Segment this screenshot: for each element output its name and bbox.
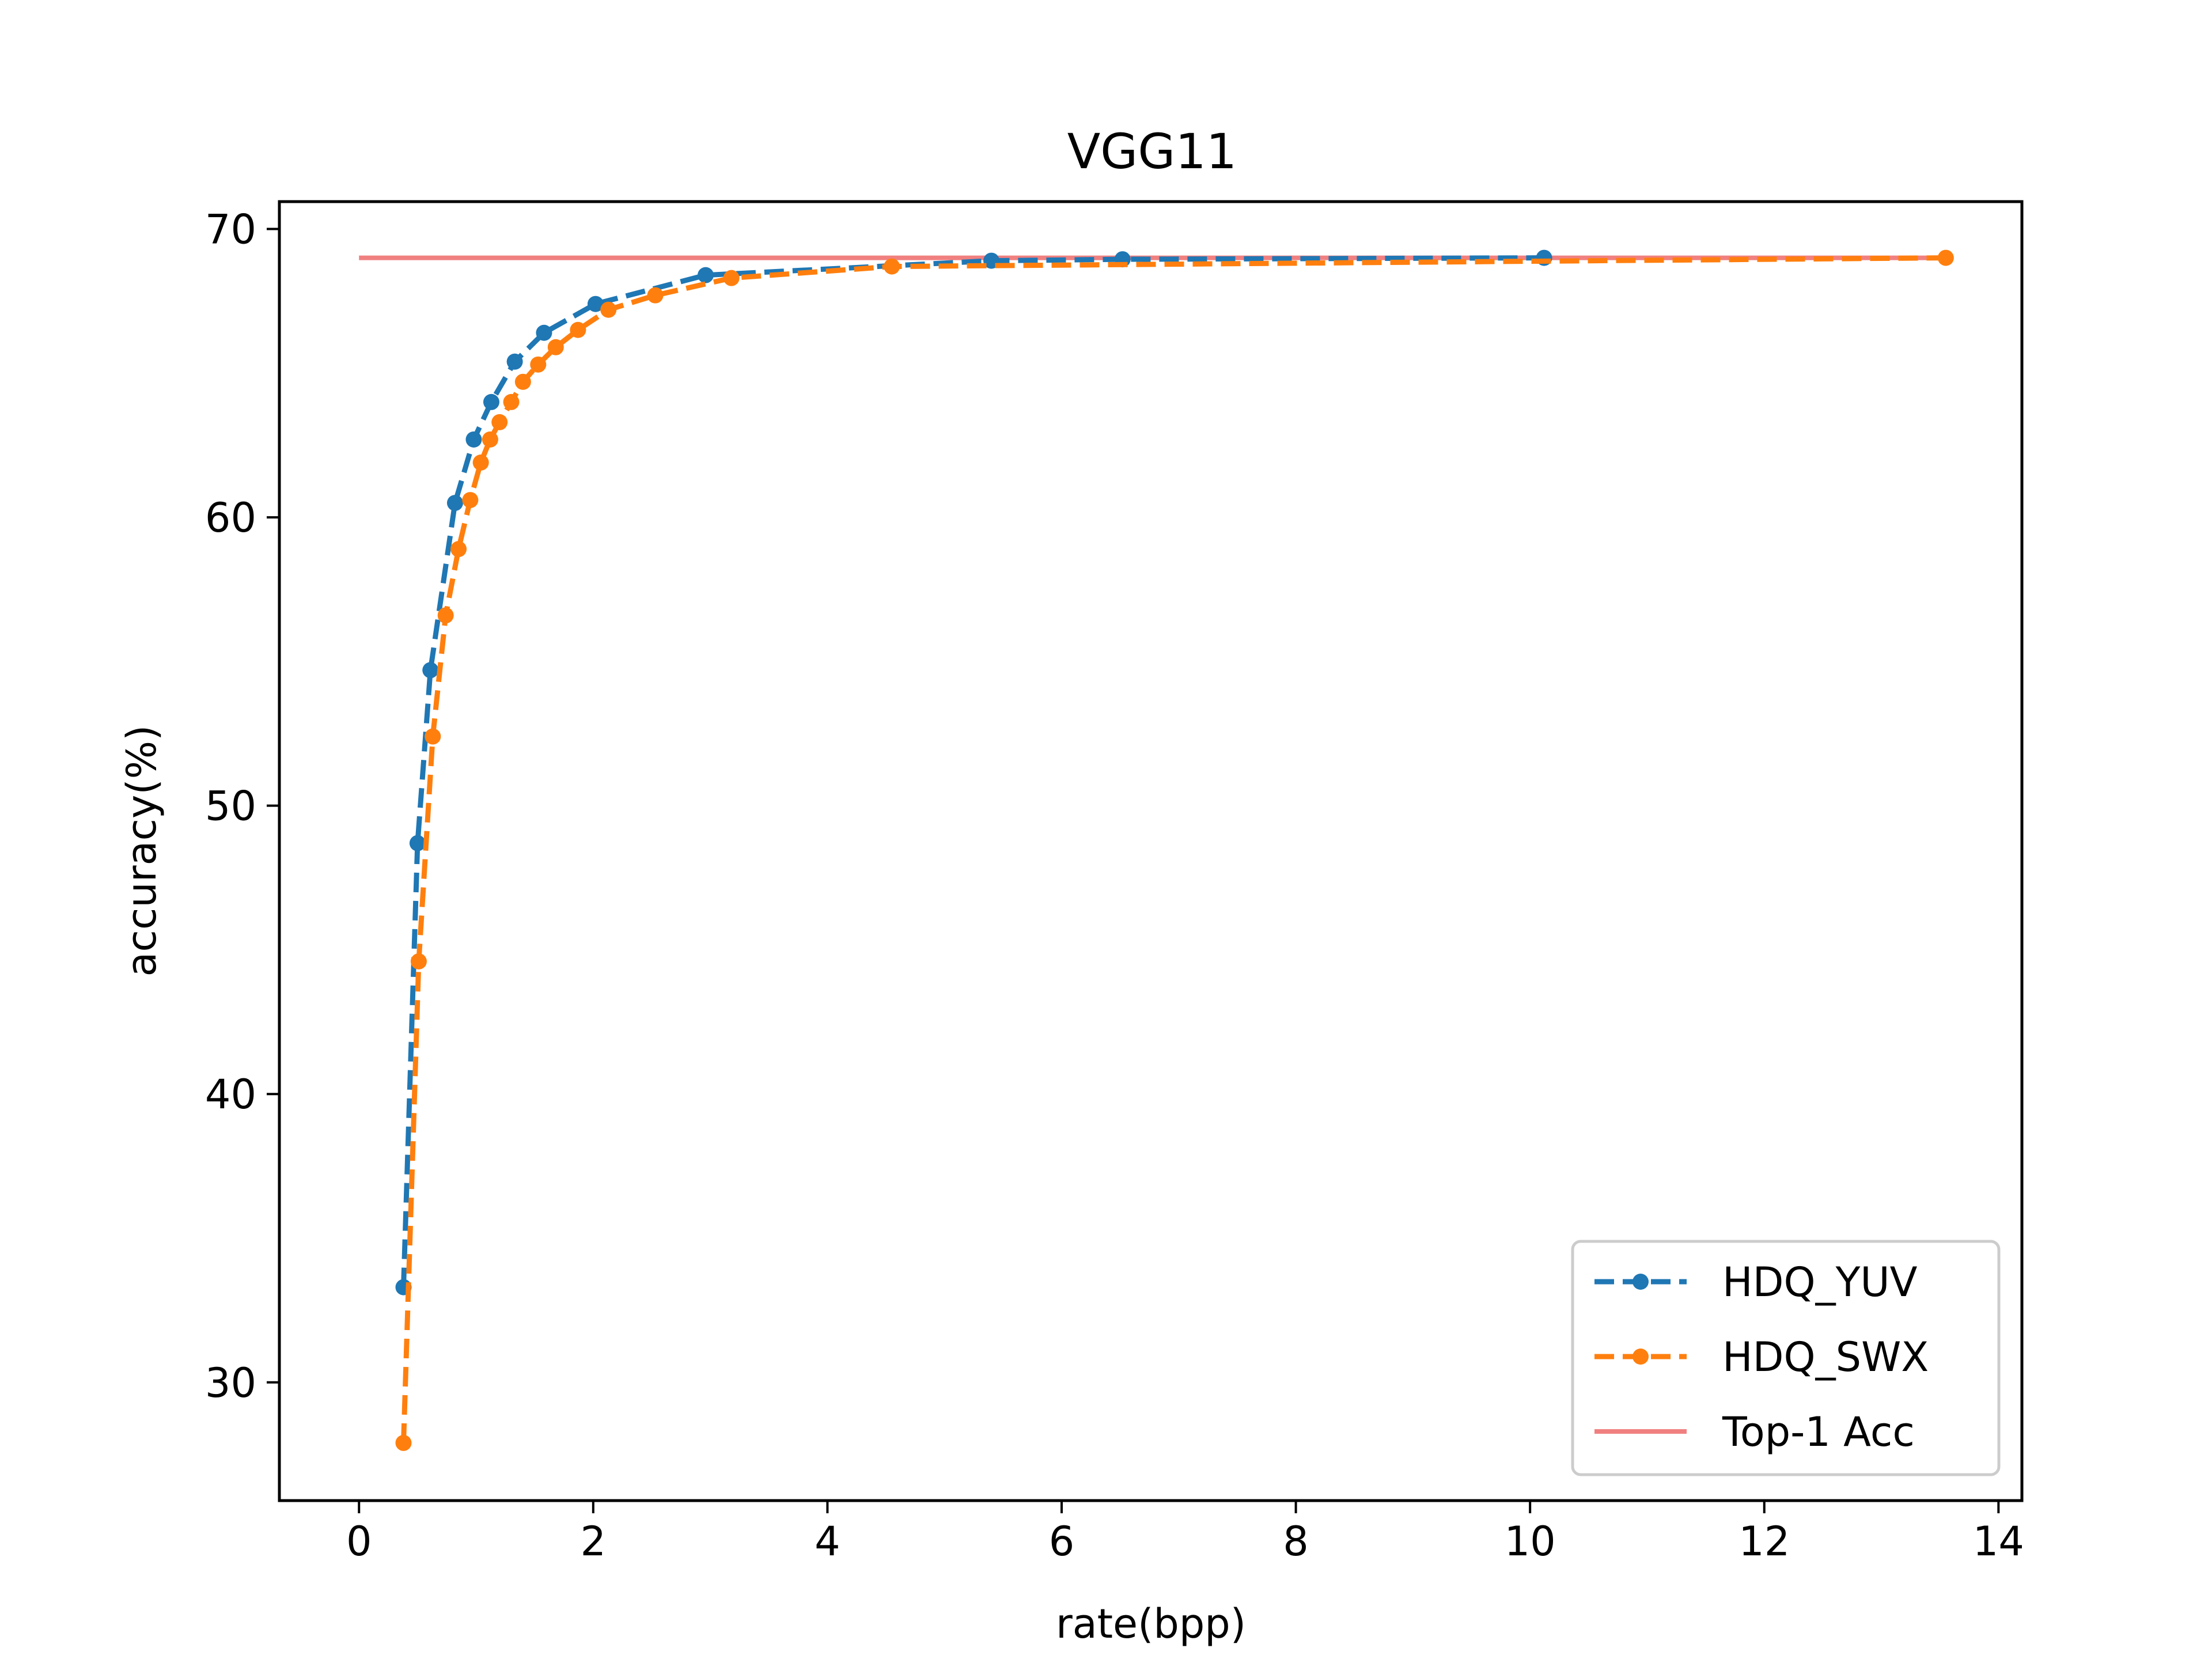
- axes-frame: [278, 200, 2024, 1502]
- data-point-hdq-yuv: [697, 267, 714, 283]
- y-tick-label: 50: [205, 783, 256, 830]
- y-axis: 30 40 50 60 70: [205, 206, 279, 1407]
- data-point-hdq-yuv: [536, 324, 552, 341]
- legend-label-hdq-yuv: HDQ_YUV: [1722, 1259, 1918, 1306]
- data-point-hdq-yuv: [465, 431, 482, 448]
- x-tick-label: 6: [1049, 1518, 1075, 1565]
- x-tick-label: 14: [1973, 1518, 2024, 1565]
- legend-box: [1571, 1240, 2001, 1476]
- x-axis-label: rate(bpp): [1056, 1600, 1246, 1647]
- data-point-hdq-swx: [437, 607, 454, 624]
- y-axis-label: accuracy(%): [118, 725, 165, 977]
- data-point-hdq-yuv: [422, 662, 439, 679]
- x-tick-label: 12: [1738, 1518, 1790, 1565]
- y-tick-label: 60: [205, 494, 256, 541]
- x-tick-label: 2: [581, 1518, 607, 1565]
- data-point-hdq-swx: [410, 953, 427, 969]
- data-point-hdq-swx: [647, 287, 664, 304]
- data-point-hdq-yuv: [587, 296, 604, 312]
- data-point-hdq-swx: [450, 541, 467, 558]
- data-point-hdq-swx: [491, 414, 508, 430]
- y-tick-label: 40: [205, 1071, 256, 1118]
- data-point-hdq-yuv: [446, 495, 463, 512]
- data-point-hdq-swx: [884, 258, 900, 275]
- legend-label-hdq-swx: HDQ_SWX: [1722, 1334, 1929, 1381]
- x-tick-label: 4: [815, 1518, 840, 1565]
- data-point-hdq-swx: [723, 270, 740, 286]
- data-point-hdq-swx: [462, 492, 479, 509]
- x-tick-label: 0: [346, 1518, 372, 1565]
- legend-marker-hdq-swx: [1633, 1349, 1649, 1365]
- data-point-hdq-swx: [570, 321, 586, 338]
- data-point-hdq-swx: [482, 431, 498, 448]
- x-tick-label: 8: [1283, 1518, 1309, 1565]
- x-axis: 0 2 4 6 8 10 12 14: [346, 1501, 2024, 1565]
- data-point-hdq-swx: [472, 454, 489, 471]
- legend-marker-hdq-yuv: [1633, 1274, 1649, 1290]
- plot-area: [359, 249, 1954, 1451]
- data-point-hdq-yuv: [483, 393, 499, 410]
- data-point-hdq-swx: [425, 728, 441, 745]
- data-point-hdq-swx: [547, 339, 564, 355]
- chart-title: VGG11: [1067, 123, 1237, 180]
- y-tick-label: 70: [205, 206, 256, 253]
- y-tick-label: 30: [205, 1359, 256, 1407]
- data-point-hdq-swx: [514, 373, 531, 390]
- data-point-hdq-yuv: [506, 353, 523, 370]
- data-point-hdq-swx: [1937, 249, 1954, 266]
- data-point-hdq-swx: [600, 301, 617, 318]
- data-point-hdq-swx: [395, 1434, 412, 1451]
- data-point-hdq-swx: [530, 356, 547, 373]
- data-point-hdq-swx: [503, 393, 520, 410]
- legend-label-top-1-acc: Top-1 Acc: [1722, 1408, 1915, 1456]
- x-tick-label: 10: [1505, 1518, 1556, 1565]
- data-point-hdq-yuv: [409, 835, 426, 851]
- legend: HDQ_YUV HDQ_SWX Top-1 Acc: [1571, 1240, 2001, 1476]
